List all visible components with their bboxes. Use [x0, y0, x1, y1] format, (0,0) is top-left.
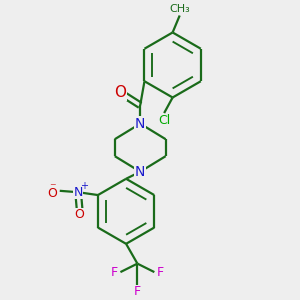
Text: O: O [75, 208, 85, 221]
Text: Cl: Cl [158, 115, 170, 128]
Text: CH₃: CH₃ [169, 4, 190, 14]
Text: O: O [114, 85, 126, 100]
Text: N: N [135, 165, 146, 179]
Text: O: O [48, 187, 58, 200]
Text: N: N [74, 186, 83, 199]
Text: F: F [134, 285, 141, 298]
Text: F: F [156, 266, 164, 279]
Text: ⁻: ⁻ [50, 181, 56, 194]
Text: +: + [80, 181, 88, 191]
Text: F: F [111, 266, 118, 279]
Text: N: N [135, 117, 146, 131]
